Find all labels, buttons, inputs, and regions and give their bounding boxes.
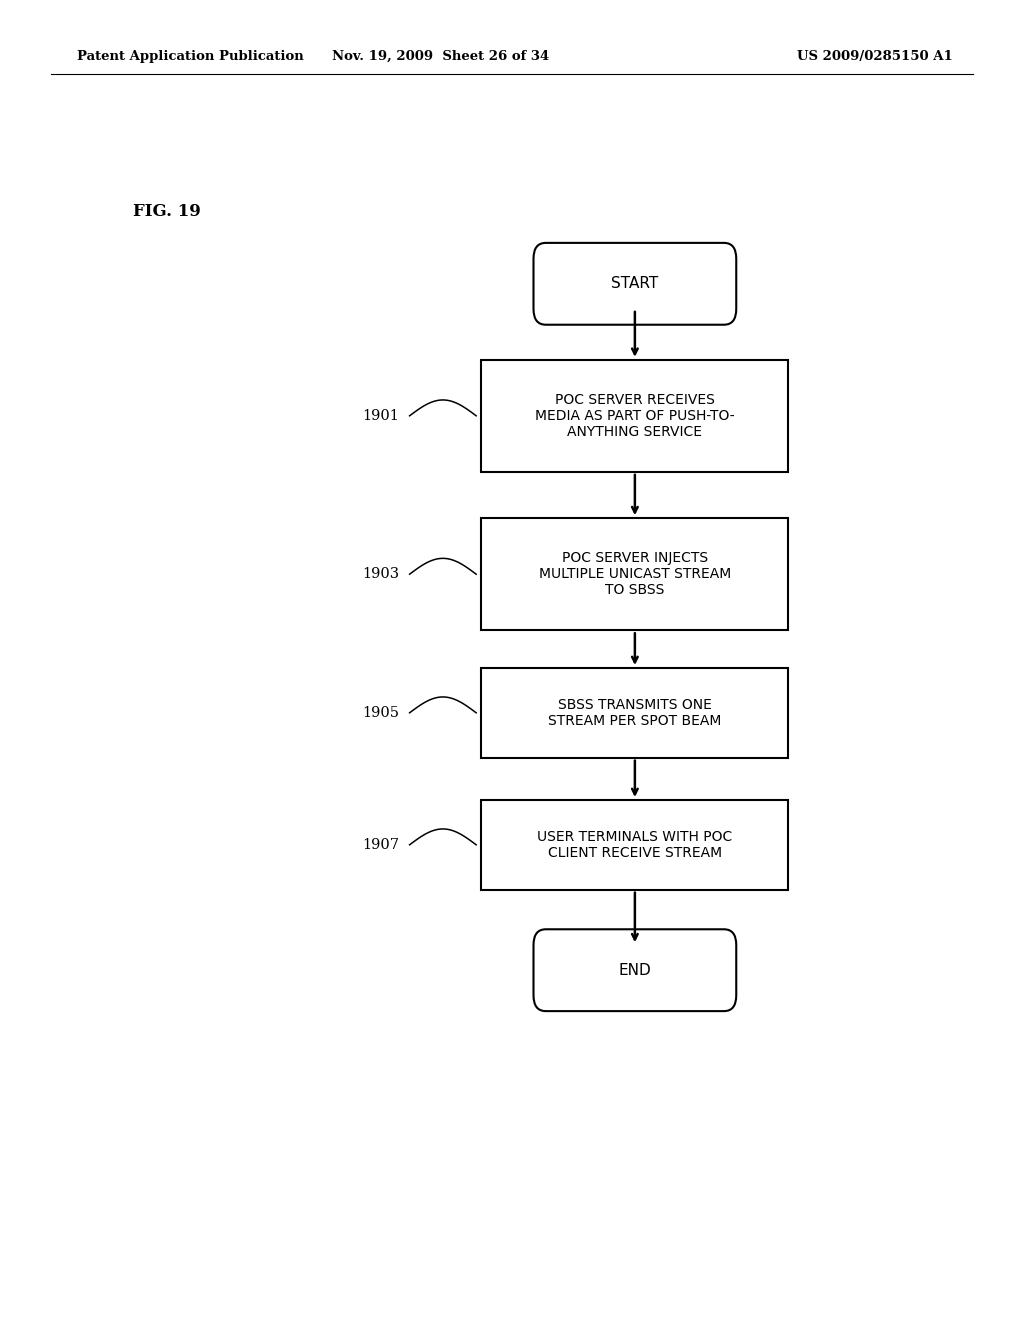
- Text: Patent Application Publication: Patent Application Publication: [77, 50, 303, 63]
- Bar: [481, 519, 788, 631]
- Text: END: END: [618, 962, 651, 978]
- Text: START: START: [611, 276, 658, 292]
- FancyBboxPatch shape: [534, 243, 736, 325]
- Text: 1907: 1907: [362, 838, 399, 851]
- Text: POC SERVER RECEIVES
MEDIA AS PART OF PUSH-TO-
ANYTHING SERVICE: POC SERVER RECEIVES MEDIA AS PART OF PUS…: [536, 392, 734, 440]
- Text: USER TERMINALS WITH POC
CLIENT RECEIVE STREAM: USER TERMINALS WITH POC CLIENT RECEIVE S…: [538, 830, 732, 859]
- Text: 1905: 1905: [362, 706, 399, 719]
- Bar: [481, 668, 788, 758]
- Text: 1901: 1901: [362, 409, 399, 422]
- Text: POC SERVER INJECTS
MULTIPLE UNICAST STREAM
TO SBSS: POC SERVER INJECTS MULTIPLE UNICAST STRE…: [539, 550, 731, 598]
- Text: US 2009/0285150 A1: US 2009/0285150 A1: [797, 50, 952, 63]
- Bar: [481, 359, 788, 471]
- FancyBboxPatch shape: [534, 929, 736, 1011]
- Text: 1903: 1903: [362, 568, 399, 581]
- Bar: [481, 800, 788, 890]
- Text: FIG. 19: FIG. 19: [133, 203, 201, 219]
- Text: Nov. 19, 2009  Sheet 26 of 34: Nov. 19, 2009 Sheet 26 of 34: [332, 50, 549, 63]
- Text: SBSS TRANSMITS ONE
STREAM PER SPOT BEAM: SBSS TRANSMITS ONE STREAM PER SPOT BEAM: [548, 698, 722, 727]
